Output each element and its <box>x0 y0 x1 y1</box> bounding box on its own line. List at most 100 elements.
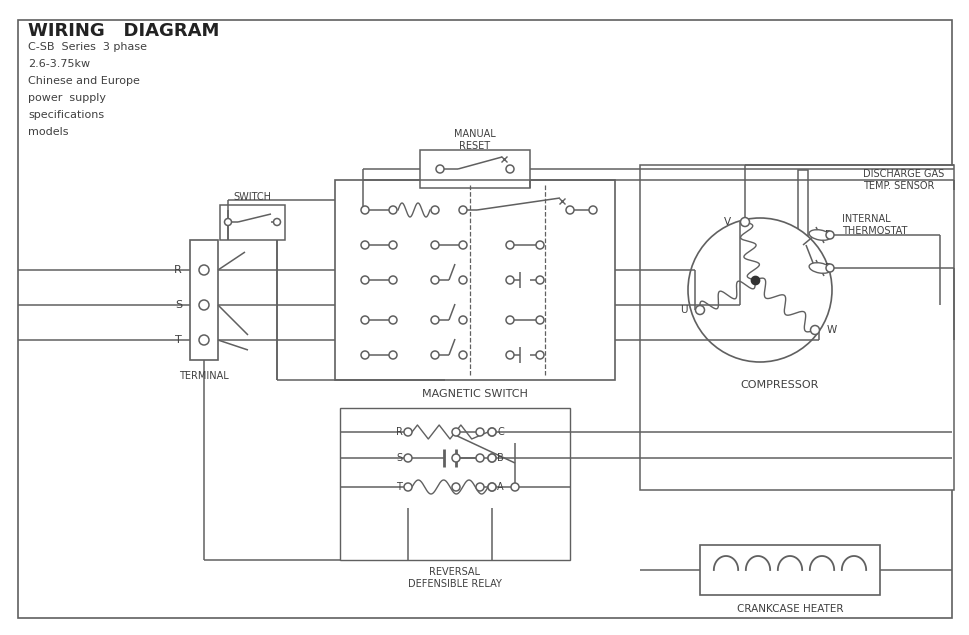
Circle shape <box>511 483 518 491</box>
Text: P: P <box>825 263 830 273</box>
Ellipse shape <box>808 230 830 240</box>
Text: REVERSAL
DEFENSIBLE RELAY: REVERSAL DEFENSIBLE RELAY <box>408 567 501 589</box>
Circle shape <box>588 206 596 214</box>
Circle shape <box>487 454 495 462</box>
Circle shape <box>810 326 819 335</box>
Circle shape <box>360 206 368 214</box>
Text: U: U <box>680 305 687 315</box>
Text: A: A <box>497 482 504 492</box>
Circle shape <box>389 241 396 249</box>
Bar <box>420 150 529 188</box>
Text: WIRING   DIAGRAM: WIRING DIAGRAM <box>28 22 219 40</box>
Circle shape <box>430 241 439 249</box>
Bar <box>190 240 218 360</box>
Text: DISCHARGE GAS
TEMP. SENSOR: DISCHARGE GAS TEMP. SENSOR <box>862 169 943 190</box>
Circle shape <box>452 483 459 491</box>
Circle shape <box>506 316 514 324</box>
Circle shape <box>360 241 368 249</box>
Circle shape <box>476 454 484 462</box>
Bar <box>220 205 285 240</box>
Circle shape <box>458 276 466 284</box>
Circle shape <box>199 265 208 275</box>
Circle shape <box>536 241 544 249</box>
Circle shape <box>566 206 574 214</box>
Circle shape <box>273 218 280 225</box>
Circle shape <box>506 276 514 284</box>
Bar <box>340 408 570 560</box>
Text: COMPRESSOR: COMPRESSOR <box>740 380 819 390</box>
Text: W: W <box>827 325 836 335</box>
Circle shape <box>536 316 544 324</box>
Circle shape <box>458 206 466 214</box>
Circle shape <box>224 218 232 225</box>
Text: MAGNETIC SWITCH: MAGNETIC SWITCH <box>422 389 527 399</box>
Circle shape <box>389 316 396 324</box>
Text: T: T <box>175 335 182 345</box>
Circle shape <box>536 276 544 284</box>
Text: R: R <box>174 265 182 275</box>
Circle shape <box>452 428 459 436</box>
Text: INTERNAL
THERMOSTAT: INTERNAL THERMOSTAT <box>841 214 906 236</box>
Bar <box>797 170 807 245</box>
Circle shape <box>430 206 439 214</box>
Text: Chinese and Europe: Chinese and Europe <box>28 76 140 86</box>
Circle shape <box>389 206 396 214</box>
Text: C: C <box>497 427 504 437</box>
Text: CRANKCASE HEATER: CRANKCASE HEATER <box>736 604 842 614</box>
Circle shape <box>826 264 833 272</box>
Text: B: B <box>497 453 504 463</box>
Circle shape <box>687 218 831 362</box>
Text: MANUAL
RESET: MANUAL RESET <box>453 129 495 150</box>
Text: R: R <box>395 427 402 437</box>
Circle shape <box>403 483 412 491</box>
Circle shape <box>360 276 368 284</box>
Text: models: models <box>28 127 69 137</box>
Circle shape <box>506 351 514 359</box>
Circle shape <box>435 165 444 173</box>
Text: TERMINAL: TERMINAL <box>179 371 229 381</box>
Circle shape <box>487 428 495 436</box>
Bar <box>390 418 510 508</box>
Bar <box>334 180 614 380</box>
Text: S: S <box>174 300 182 310</box>
Circle shape <box>430 351 439 359</box>
Circle shape <box>476 428 484 436</box>
Circle shape <box>695 305 703 314</box>
Circle shape <box>487 483 495 491</box>
Text: 2.6-3.75kw: 2.6-3.75kw <box>28 59 90 69</box>
Circle shape <box>199 300 208 310</box>
Circle shape <box>536 351 544 359</box>
Circle shape <box>199 335 208 345</box>
Text: T: T <box>395 482 401 492</box>
Circle shape <box>487 454 495 462</box>
Circle shape <box>487 483 495 491</box>
Text: specifications: specifications <box>28 110 104 120</box>
Circle shape <box>403 428 412 436</box>
Circle shape <box>487 428 495 436</box>
Circle shape <box>476 483 484 491</box>
Text: power  supply: power supply <box>28 93 106 103</box>
Bar <box>700 545 879 595</box>
Text: C-SB  Series  3 phase: C-SB Series 3 phase <box>28 42 147 52</box>
Circle shape <box>360 316 368 324</box>
Circle shape <box>458 241 466 249</box>
Text: P: P <box>825 230 830 240</box>
Ellipse shape <box>808 263 830 273</box>
Text: V: V <box>723 217 731 227</box>
Text: SWITCH: SWITCH <box>233 192 270 202</box>
Circle shape <box>506 241 514 249</box>
Circle shape <box>389 351 396 359</box>
Circle shape <box>403 454 412 462</box>
Bar <box>640 165 953 490</box>
Circle shape <box>389 276 396 284</box>
Circle shape <box>506 165 514 173</box>
Circle shape <box>430 276 439 284</box>
Circle shape <box>452 454 459 462</box>
Circle shape <box>360 351 368 359</box>
Circle shape <box>739 218 749 227</box>
Circle shape <box>458 316 466 324</box>
Circle shape <box>458 351 466 359</box>
Text: S: S <box>395 453 402 463</box>
Circle shape <box>430 316 439 324</box>
Circle shape <box>826 231 833 239</box>
